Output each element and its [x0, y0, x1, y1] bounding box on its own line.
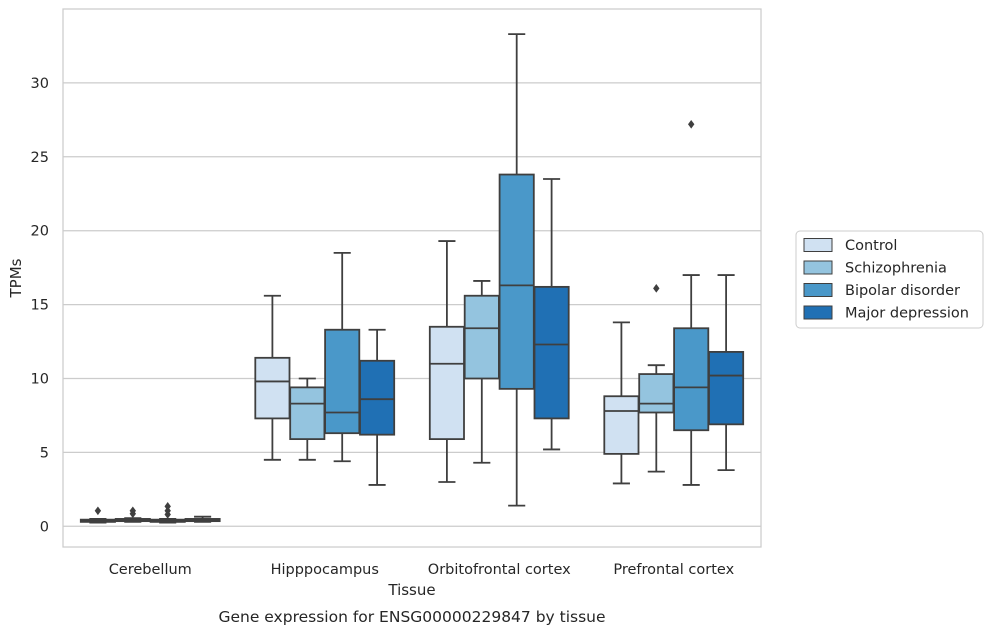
x-tick-labels: Cerebellum Hipppocampus Orbitofrontal cort…: [109, 562, 735, 578]
legend-swatch: [803, 260, 833, 275]
series-bipolar-disorder: [149, 33, 710, 524]
legend-label: Major depression: [845, 306, 969, 322]
y-tick-label: 25: [31, 150, 49, 166]
x-tick-label: Prefrontal cortex: [613, 562, 734, 578]
legend-frame: [795, 230, 984, 329]
legend-swatch: [803, 305, 833, 320]
box: [708, 351, 745, 426]
legend-swatch: [803, 283, 833, 297]
box: [359, 359, 396, 436]
box: [498, 173, 535, 390]
y-tick-label: 30: [31, 76, 49, 92]
legend-swatch: [803, 238, 833, 252]
plot-background: [63, 9, 761, 547]
box-series-layer: [79, 33, 745, 524]
outlier-point: [164, 506, 171, 516]
figure-caption: Gene expression for ENSG00000229847 by t…: [218, 608, 605, 626]
box: [289, 386, 326, 441]
grid-lines: [63, 82, 761, 527]
y-tick-label: 15: [31, 298, 49, 314]
legend-label: Schizophrenia: [845, 261, 947, 277]
y-tick-label: 5: [40, 445, 49, 461]
y-tick-label: 20: [31, 224, 49, 240]
x-axis-label: Tissue: [387, 581, 435, 599]
y-tick-label: 0: [40, 519, 49, 535]
outlier-point: [164, 502, 171, 511]
y-axis-label: TPMs: [7, 258, 25, 298]
outlier-point: [129, 506, 136, 516]
box: [638, 373, 675, 414]
x-tick-label: Orbitofrontal cortex: [428, 562, 571, 578]
box: [324, 328, 361, 435]
legend-label: Bipolar disorder: [845, 283, 960, 299]
y-tick-labels: 0 5 10 15 20 25 30: [31, 76, 49, 535]
outlier-point: [94, 506, 102, 516]
box: [603, 395, 640, 455]
plot-frame: [62, 8, 762, 548]
y-tick-label: 10: [31, 372, 49, 388]
box: [533, 285, 570, 420]
outlier-point: [653, 284, 660, 293]
series-major-depression: [184, 178, 745, 523]
x-tick-label: Cerebellum: [109, 562, 192, 578]
box: [673, 327, 710, 432]
legend: Control Schizophrenia Bipolar disorder Majo…: [795, 230, 984, 329]
series-schizophrenia: [114, 280, 675, 523]
legend-label: Control: [845, 238, 897, 254]
box: [254, 356, 291, 420]
x-tick-label: Hipppocampus: [271, 562, 379, 578]
box: [428, 325, 465, 441]
outlier-point: [688, 119, 695, 129]
box: [463, 294, 500, 380]
series-control: [79, 240, 640, 524]
